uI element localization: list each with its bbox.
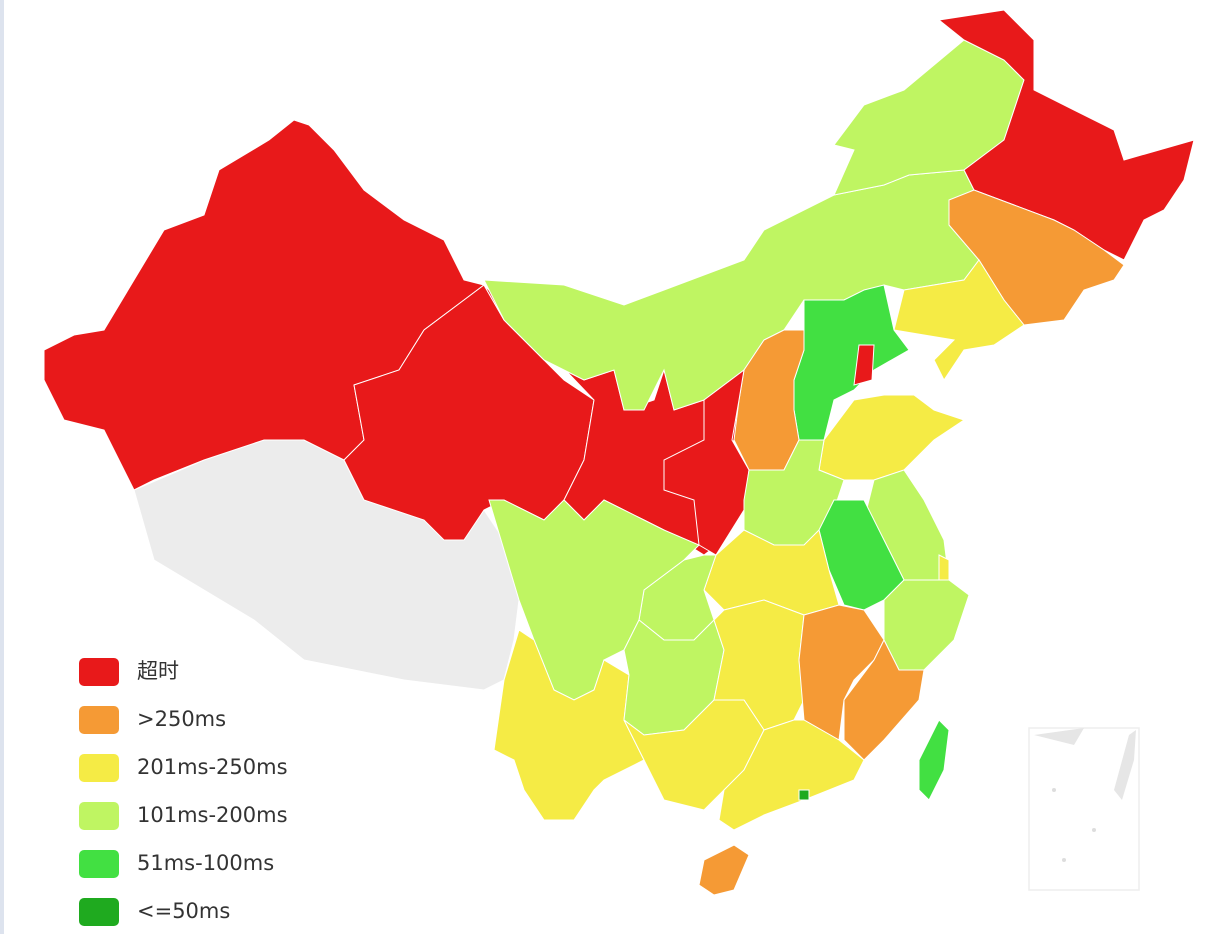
legend-label: 51ms-100ms — [137, 851, 274, 875]
province — [493, 629, 645, 821]
province — [938, 554, 950, 581]
province — [703, 529, 840, 616]
province — [698, 844, 750, 896]
map: 超时 >250ms 201ms-250ms 101ms-200ms 51ms-100ms… — [43, 9, 1195, 926]
province — [937, 9, 1195, 261]
province — [733, 329, 805, 471]
province — [713, 599, 805, 731]
legend-swatch — [79, 706, 119, 734]
legend-label: 超时 — [137, 659, 179, 683]
province — [798, 604, 885, 741]
province — [818, 394, 966, 481]
province — [483, 169, 980, 411]
province — [798, 789, 810, 801]
province — [893, 259, 1025, 381]
legend-swatch — [79, 850, 119, 878]
province — [883, 579, 970, 671]
legend-label: <=50ms — [137, 899, 230, 923]
south-sea-inset — [1028, 727, 1140, 891]
province — [918, 719, 950, 801]
legend-swatch — [79, 658, 119, 686]
legend-swatch — [79, 898, 119, 926]
legend-swatch — [79, 802, 119, 830]
legend-label: 101ms-200ms — [137, 803, 288, 827]
legend: 超时 >250ms 201ms-250ms 101ms-200ms 51ms-100ms… — [79, 658, 288, 926]
provinces — [43, 9, 1195, 896]
province — [853, 344, 875, 386]
legend-label: >250ms — [137, 707, 226, 731]
province — [843, 638, 925, 761]
legend-swatch — [79, 754, 119, 782]
legend-label: 201ms-250ms — [137, 755, 288, 779]
